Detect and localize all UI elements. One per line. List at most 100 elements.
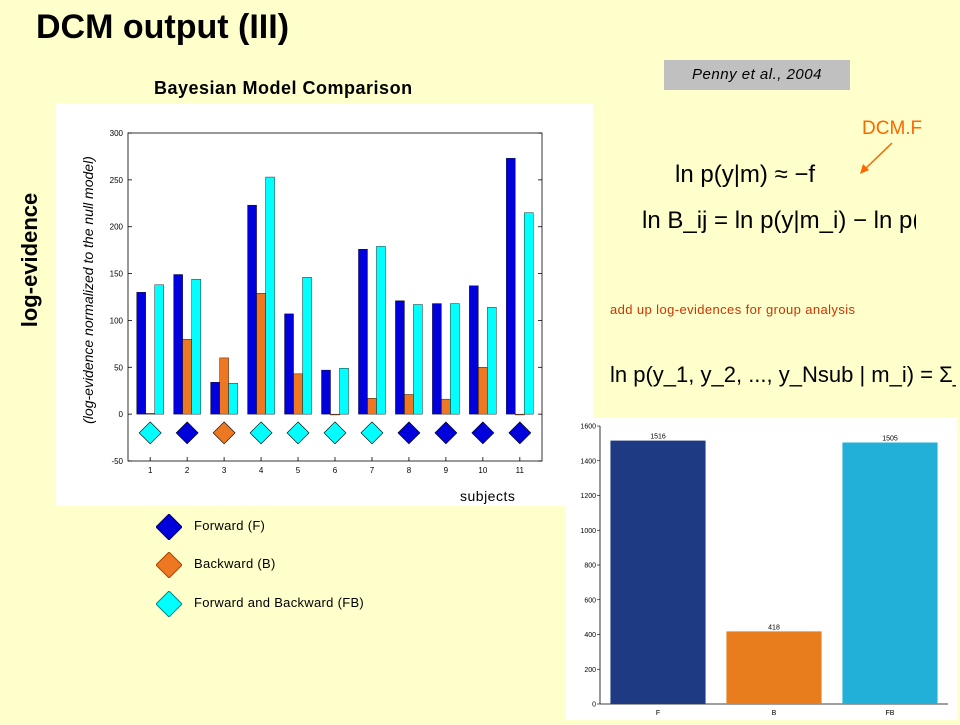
bar: [321, 369, 331, 415]
x-tick-label: 5: [296, 466, 301, 475]
winner-diamond: [360, 421, 384, 445]
chart-panel: -50 0 50 100 150 200 250 300 1 2 3 4 5 6 7 8 9 10 11: [56, 103, 593, 506]
y-axis-label: (log-evidence normalized to the null mod…: [70, 105, 106, 475]
winner-diamond: [249, 421, 273, 445]
winner-diamond: [286, 421, 310, 445]
x-tick-label: F: [656, 710, 660, 717]
diamond-icon: [156, 591, 182, 617]
log-evidence-label-text: log-evidence: [17, 192, 42, 328]
y-tick-label: 1600: [580, 424, 596, 431]
bar: [469, 285, 479, 415]
x-tick-label: 10: [478, 466, 487, 475]
main-bar-chart: -50 0 50 100 150 200 250 300 1 2 3 4 5 6 7 8 9 10 11: [110, 129, 543, 475]
x-axis-label: subjects: [460, 488, 516, 504]
equation-text: ln p(y_1, y_2, ..., y_Nsub | m_i) = Σ_{s…: [610, 362, 956, 387]
data-label: 418: [768, 624, 780, 631]
y-tick-label: 200: [584, 667, 596, 674]
bar: [610, 440, 706, 704]
y-tick-label: 250: [110, 176, 124, 185]
bar: [284, 313, 294, 415]
log-evidence-label: log-evidence: [0, 140, 60, 380]
winner-diamond: [175, 421, 199, 445]
bar: [478, 367, 488, 415]
x-tick-label: 11: [516, 466, 525, 475]
diamond-icon: [156, 552, 182, 578]
winner-diamond: [397, 421, 421, 445]
y-tick-label: 800: [584, 563, 596, 570]
bar: [228, 383, 238, 415]
legend-label: Forward (F): [194, 518, 266, 533]
bar: [136, 292, 146, 415]
x-tick-label: 3: [222, 466, 227, 475]
y-tick-label: 400: [584, 632, 596, 639]
winner-diamond: [212, 421, 236, 445]
y-tick-label: -50: [111, 457, 123, 466]
y-tick-label: 1400: [580, 458, 596, 465]
y-tick-label: 0: [592, 702, 596, 709]
chart-title: Bayesian Model Comparison: [154, 78, 413, 98]
bar: [404, 394, 414, 415]
bar: [441, 398, 451, 415]
arrow-icon: [860, 142, 893, 174]
winner-diamond: [138, 421, 162, 445]
bar: [302, 277, 312, 415]
bar: [256, 293, 266, 415]
equation-bayes-factor: ln B_ij = ln p(y|m_i) − ln p(y|m_j): [642, 207, 916, 234]
bar: [376, 246, 386, 415]
winner-diamond: [323, 421, 347, 445]
bar: [191, 278, 201, 415]
data-label: 1505: [882, 436, 898, 443]
bar: [210, 382, 220, 415]
slide-title: DCM output (III): [36, 8, 290, 46]
y-tick-label: 1200: [580, 493, 596, 500]
bar: [506, 158, 516, 415]
legend-label: Backward (B): [194, 556, 276, 571]
x-tick-label: FB: [886, 710, 895, 717]
bar: [487, 307, 497, 415]
bar: [358, 249, 368, 415]
bar: [524, 212, 534, 415]
bar: [842, 442, 938, 704]
equation-text: ln B_ij = ln p(y|m_i) − ln p(y|m_j): [642, 207, 916, 234]
y-tick-label: 300: [110, 129, 124, 138]
data-label: 1516: [650, 434, 666, 441]
y-tick-label: 1000: [580, 528, 596, 535]
winner-diamond: [434, 421, 458, 445]
x-tick-label: 4: [259, 466, 264, 475]
x-tick-label: 7: [370, 466, 375, 475]
bar: [219, 357, 229, 415]
bar: [293, 373, 303, 415]
y-tick-label: 200: [110, 223, 124, 232]
bar: [432, 303, 442, 415]
bar: [182, 338, 192, 415]
equation-group-evidence: ln p(y_1, y_2, ..., y_Nsub | m_i) = Σ_{s…: [610, 362, 956, 387]
bar: [173, 274, 183, 415]
group-analysis-note: add up log-evidences for group analysis: [610, 302, 856, 317]
bar: [726, 631, 822, 704]
x-tick-label: 9: [444, 466, 449, 475]
y-tick-label: 0: [119, 410, 124, 419]
legend-label: Forward and Backward (FB): [194, 595, 365, 610]
x-tick-label: 2: [185, 466, 190, 475]
bar: [339, 368, 349, 415]
equation-log-evidence: ln p(y|m) ≈ −f: [675, 161, 815, 188]
x-tick-label: 6: [333, 466, 338, 475]
winner-diamond: [471, 421, 495, 445]
y-axis-label-text: (log-evidence normalized to the null mod…: [80, 156, 96, 424]
y-tick-label: 100: [110, 316, 124, 325]
y-tick-label: 150: [110, 270, 124, 279]
y-tick-label: 600: [584, 597, 596, 604]
bar: [450, 303, 460, 415]
reference-badge: Penny et al., 2004: [664, 60, 850, 90]
winner-diamond: [508, 421, 532, 445]
bar: [247, 204, 257, 415]
x-tick-label: B: [772, 710, 777, 717]
bar: [265, 176, 275, 415]
bar: [395, 300, 405, 415]
group-bar-chart: 0 200 400 600 800 1000 1200 1400 1600 1516 F 418 B 15…: [580, 424, 948, 717]
diamond-icon: [156, 514, 182, 540]
x-tick-label: 8: [407, 466, 412, 475]
x-tick-label: 1: [148, 466, 153, 475]
group-chart-panel: 0 200 400 600 800 1000 1200 1400 1600 1516 F 418 B 15…: [566, 418, 957, 720]
bar: [330, 413, 340, 416]
